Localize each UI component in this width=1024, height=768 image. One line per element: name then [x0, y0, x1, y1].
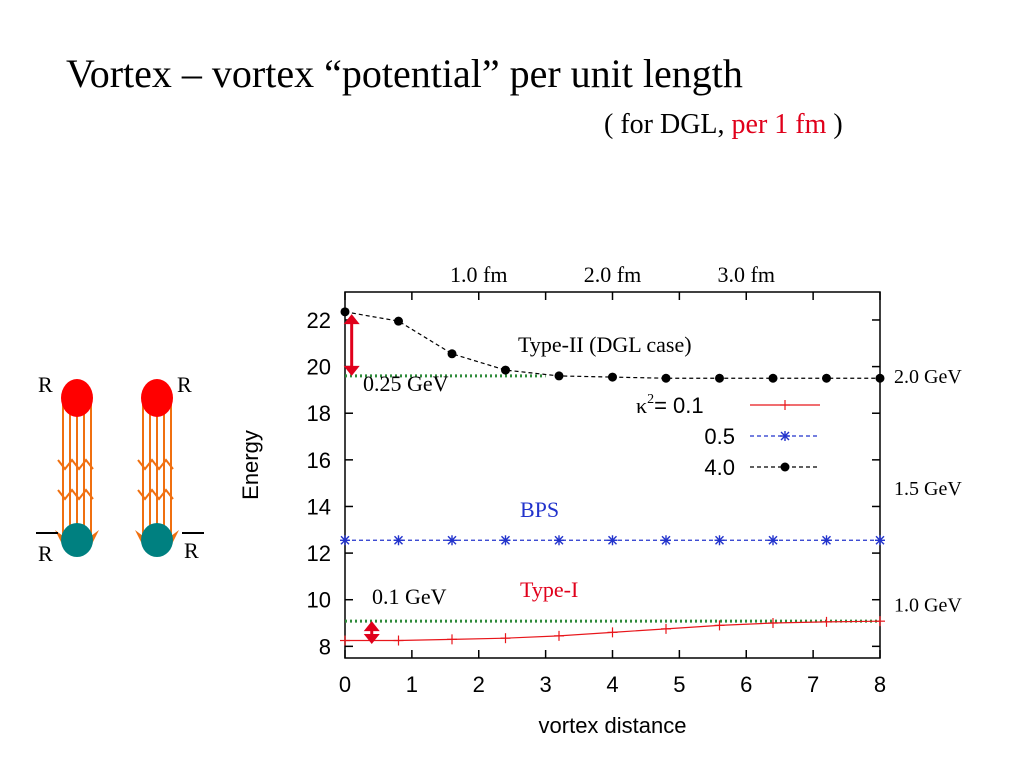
star-marker: [393, 535, 404, 546]
star-stroke: [608, 535, 617, 545]
x-tick-label: 4: [606, 672, 618, 697]
x-tick-label: 7: [807, 672, 819, 697]
star-marker: [340, 535, 350, 546]
dot-marker: [780, 462, 790, 472]
dot-marker: [822, 373, 831, 383]
legend-label-0.5: 0.5: [704, 424, 735, 449]
y-tick-label: 20: [307, 355, 331, 380]
x-tick-label: 0: [339, 672, 351, 697]
star-marker: [780, 431, 790, 441]
x-tick-label: 8: [874, 672, 886, 697]
gap-arrow-head: [363, 634, 380, 645]
star-marker: [500, 535, 511, 546]
annotation-0.1-gev: 0.1 GeV: [372, 584, 447, 609]
dot-marker: [394, 316, 403, 326]
dot-marker: [875, 373, 885, 383]
star-marker: [821, 535, 832, 546]
gap-arrow-head: [363, 621, 380, 632]
dot-marker: [447, 349, 457, 359]
right-axis-label: 1.0 GeV: [894, 594, 962, 616]
slide-title: Vortex – vortex “potential” per unit len…: [66, 51, 743, 96]
star-marker: [607, 535, 618, 546]
slide-subtitle: ( for DGL, per 1 fm ): [604, 108, 843, 142]
x-tick-label: 6: [740, 672, 752, 697]
y-axis-title: Energy: [238, 430, 263, 500]
dot-marker: [768, 373, 778, 383]
gap-arrow-head: [343, 314, 360, 325]
x-tick-label: 2: [473, 672, 485, 697]
subtitle-suffix: ): [826, 109, 843, 140]
y-tick-label: 16: [307, 448, 331, 473]
star-stroke: [394, 535, 403, 545]
star-stroke: [780, 431, 790, 441]
series-0.1: [340, 616, 885, 646]
star-stroke: [554, 535, 564, 545]
legend-samples: [750, 400, 820, 472]
reference-lines: [345, 374, 880, 623]
y-tick-label: 18: [307, 401, 331, 426]
top-axis-label: 1.0 fm: [450, 262, 507, 287]
star-stroke: [447, 535, 457, 545]
right-axis-label: 2.0 GeV: [894, 366, 962, 388]
star-stroke: [501, 535, 510, 545]
dot-marker: [340, 307, 350, 317]
y-tick-label: 14: [307, 494, 331, 519]
top-axis-label: 3.0 fm: [718, 262, 775, 287]
legend: κ2= 0.1 0.5 4.0: [636, 392, 820, 480]
x-tick-label: 3: [540, 672, 552, 697]
gap-arrow-head: [343, 365, 360, 376]
right-axis-label: 1.5 GeV: [894, 478, 962, 500]
series-4.0: [340, 307, 885, 383]
dot-marker: [715, 373, 724, 383]
annotation-type-ii: Type-II (DGL case): [518, 332, 692, 357]
annotation-0.25-gev: 0.25 GeV: [363, 371, 449, 396]
star-stroke: [715, 535, 724, 545]
x-tick-label: 5: [673, 672, 685, 697]
y-tick-label: 22: [307, 308, 331, 333]
star-marker: [554, 535, 564, 546]
star-stroke: [661, 535, 671, 545]
x-tick-label: 1: [406, 672, 418, 697]
star-marker: [714, 535, 725, 546]
star-stroke: [768, 535, 778, 545]
star-marker: [447, 535, 457, 546]
annotation-bps: BPS: [520, 497, 559, 522]
top-axis-label: 2.0 fm: [584, 262, 641, 287]
star-marker: [875, 535, 885, 546]
dot-marker: [554, 371, 564, 381]
dot-marker: [501, 365, 510, 375]
annotation-type-i: Type-I: [520, 577, 578, 602]
star-stroke: [875, 535, 885, 545]
star-marker: [661, 535, 671, 546]
dot-marker: [608, 372, 617, 382]
legend-title: κ2= 0.1: [636, 392, 704, 418]
gap-arrow: [363, 621, 380, 645]
star-stroke: [340, 535, 350, 545]
legend-kappa-sup: 2: [647, 392, 654, 407]
star-stroke: [822, 535, 831, 545]
dot-marker: [661, 373, 671, 383]
y-tick-label: 12: [307, 541, 331, 566]
series-0.5: [340, 535, 885, 546]
star-marker: [768, 535, 778, 546]
legend-kappa: κ: [636, 393, 647, 418]
subtitle-accent: per 1 fm: [731, 109, 827, 140]
gap-markers: [343, 314, 380, 645]
legend-kappa-eq: = 0.1: [654, 393, 704, 418]
legend-label-4.0: 4.0: [704, 455, 735, 480]
series-layer: [340, 307, 885, 646]
subtitle-prefix: ( for DGL,: [604, 109, 732, 140]
y-tick-label: 10: [307, 588, 331, 613]
gap-arrow: [343, 314, 360, 376]
x-axis-title: vortex distance: [539, 713, 687, 738]
y-tick-label: 8: [319, 634, 331, 659]
